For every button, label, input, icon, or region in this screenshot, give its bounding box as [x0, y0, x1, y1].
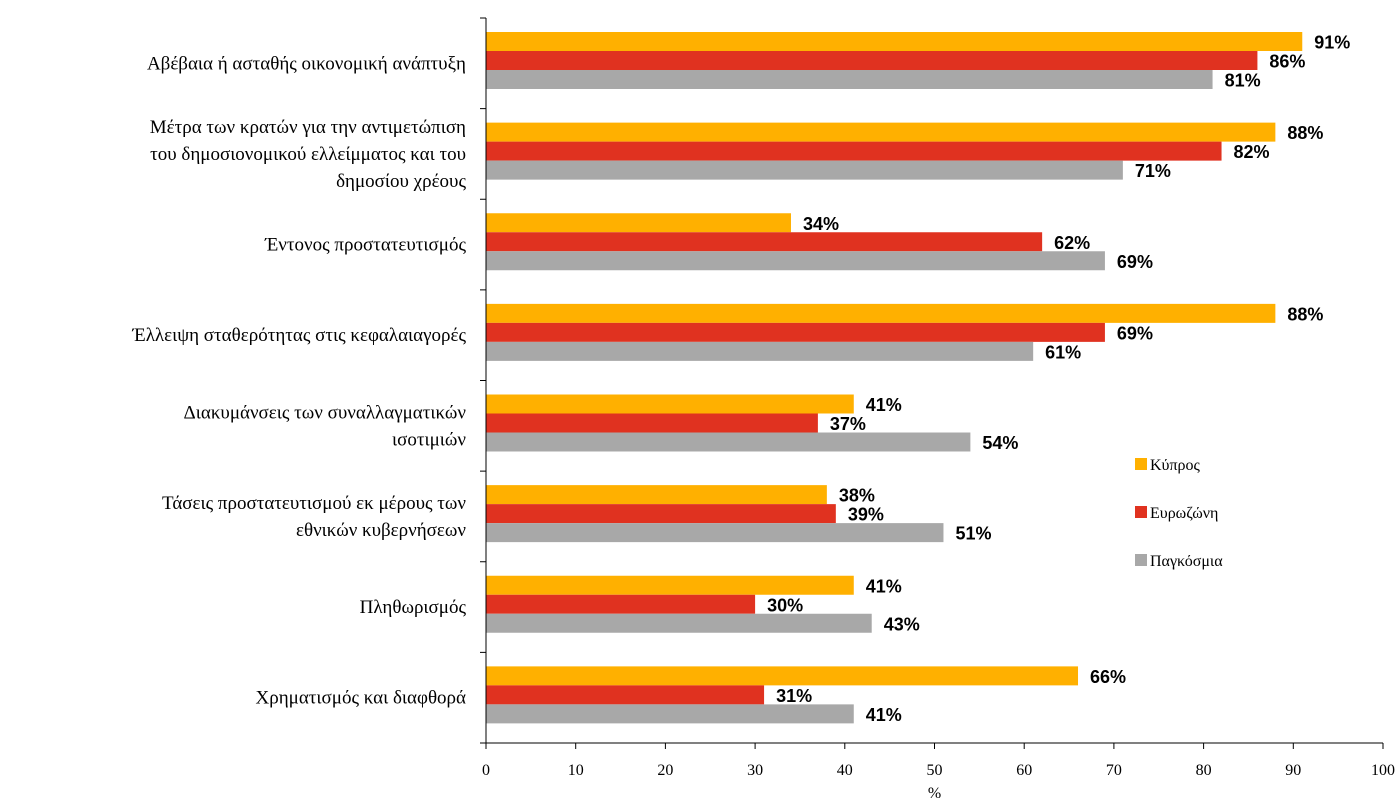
bar: [486, 232, 1043, 252]
bar: [486, 575, 854, 595]
data-label: 69%: [1117, 252, 1153, 272]
category-label: Μέτρα των κρατών για την αντιμετώπιση: [150, 117, 466, 138]
category-label: δημοσίου χρέους: [336, 171, 466, 192]
category-label: Τάσεις προστατευτισμού εκ μέρους των: [162, 493, 466, 514]
bar: [486, 122, 1276, 142]
x-axis-title: %: [928, 785, 941, 802]
data-label: 71%: [1135, 161, 1171, 181]
data-label: 51%: [955, 524, 991, 544]
data-label: 82%: [1234, 142, 1270, 162]
data-label: 38%: [839, 486, 875, 506]
category-label: εθνικών κυβερνήσεων: [296, 520, 466, 541]
x-tick-label: 70: [1106, 762, 1122, 779]
data-label: 81%: [1225, 71, 1261, 91]
x-tick-label: 100: [1371, 762, 1395, 779]
bar: [486, 413, 818, 433]
bar: [486, 685, 765, 705]
category-labels-group: Αβέβαια ή ασταθής οικονομική ανάπτυξη Μέτ…: [132, 53, 467, 708]
data-labels-group: 91% 88% 34% 88% 41% 38% 41% 66% 86% 82% 62% 69% 37% 3…: [767, 33, 1350, 725]
x-tick-label: 40: [837, 762, 853, 779]
bar: [486, 141, 1222, 161]
legend-label: Κύπρος: [1150, 457, 1201, 474]
data-label: 62%: [1054, 233, 1090, 253]
x-tick-label: 10: [568, 762, 584, 779]
axes-group: [480, 17, 1384, 749]
x-tick-label: 0: [482, 762, 490, 779]
bar: [486, 432, 971, 452]
data-label: 61%: [1045, 342, 1081, 362]
data-label: 86%: [1269, 52, 1305, 72]
data-label: 66%: [1090, 667, 1126, 687]
data-label: 41%: [866, 705, 902, 725]
bar: [486, 160, 1123, 180]
bar: [486, 394, 854, 414]
bar: [486, 51, 1258, 70]
legend: Κύπρος Ευρωζώνη Παγκόσμια: [1135, 457, 1223, 570]
bar: [486, 666, 1079, 686]
category-label: ισοτιμιών: [392, 429, 466, 450]
bar: [486, 303, 1276, 323]
category-label: Χρηματισμός και διαφθορά: [256, 688, 467, 709]
legend-swatch: [1135, 554, 1147, 566]
bar: [486, 523, 944, 543]
data-label: 30%: [767, 595, 803, 615]
data-label: 31%: [776, 686, 812, 706]
category-label: Διακυμάνσεις των συναλλαγματικών: [184, 402, 467, 423]
legend-label: Ευρωζώνη: [1150, 505, 1218, 522]
data-label: 69%: [1117, 323, 1153, 343]
category-label: Πληθωρισμός: [360, 597, 467, 618]
data-label: 54%: [982, 433, 1018, 453]
data-label: 88%: [1287, 123, 1323, 143]
bar: [486, 613, 872, 633]
bar: [486, 341, 1034, 361]
data-label: 37%: [830, 414, 866, 434]
data-label: 88%: [1287, 304, 1323, 324]
bar: [486, 251, 1105, 271]
legend-swatch: [1135, 506, 1147, 518]
bars-group: [486, 32, 1303, 724]
bar: [486, 322, 1105, 342]
data-label: 91%: [1314, 33, 1350, 53]
data-label: 41%: [866, 395, 902, 415]
data-label: 39%: [848, 505, 884, 525]
bar: [486, 594, 756, 614]
bar: [486, 32, 1303, 51]
x-tick-label: 30: [747, 762, 763, 779]
x-tick-label: 60: [1016, 762, 1032, 779]
x-tick-label: 80: [1196, 762, 1212, 779]
x-tick-label: 20: [657, 762, 673, 779]
bar: [486, 704, 854, 724]
x-tick-label: 90: [1285, 762, 1301, 779]
bar: [486, 70, 1213, 89]
legend-label: Παγκόσμια: [1150, 553, 1223, 570]
data-label: 41%: [866, 576, 902, 596]
x-tick-labels-group: 0 10 20 30 40 50 60 70 80 90 100: [482, 762, 1395, 779]
category-label: Έντονος προστατευτισμός: [264, 235, 466, 256]
data-label: 34%: [803, 214, 839, 234]
x-tick-label: 50: [927, 762, 943, 779]
bar: [486, 485, 827, 505]
data-label: 43%: [884, 614, 920, 634]
category-label: Αβέβαια ή ασταθής οικονομική ανάπτυξη: [147, 53, 466, 74]
bar: [486, 213, 791, 233]
legend-swatch: [1135, 458, 1147, 470]
category-label: Έλλειψη σταθερότητας στις κεφαλαιαγορές: [132, 325, 467, 346]
bar: [486, 504, 836, 524]
category-label: του δημοσιονομικού ελλείμματος και του: [150, 144, 466, 165]
